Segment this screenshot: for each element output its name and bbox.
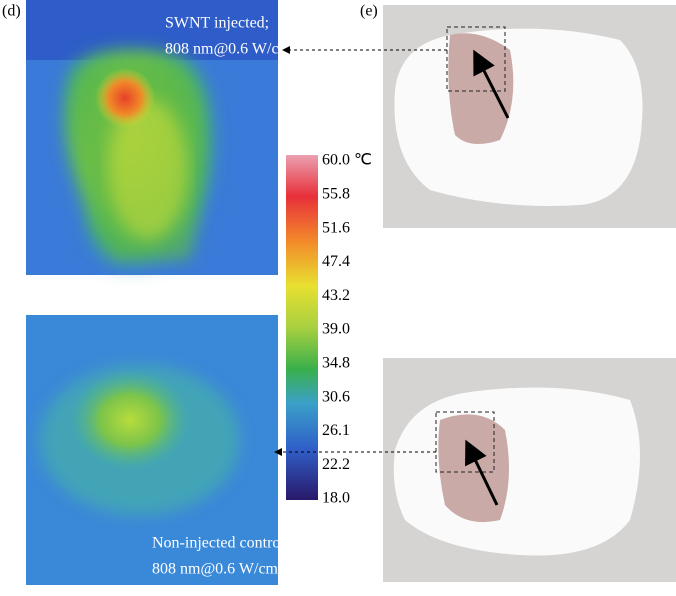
caption: Non-injected control;: [152, 535, 289, 552]
photo-top: [383, 5, 676, 228]
colorbar-tick-label: 30.6: [322, 388, 350, 405]
colorbar-tick-label: 47.4: [322, 253, 350, 270]
colorbar: [286, 155, 318, 500]
colorbar-tick-label: 39.0: [322, 321, 350, 338]
caption: SWNT injected;: [165, 15, 269, 32]
panel-label: (d): [2, 3, 21, 20]
caption: 808 nm@0.6 W/cm²: [165, 41, 296, 58]
photo-bottom: [383, 358, 676, 582]
colorbar-tick-label: 34.8: [322, 354, 350, 371]
thermal-image-bottom: [26, 315, 278, 585]
thermal-image-top: [26, 0, 278, 275]
colorbar-tick-label: 55.8: [322, 185, 350, 202]
colorbar-tick-label: 43.2: [322, 287, 350, 304]
colorbar-tick-label: 18.0: [322, 490, 350, 507]
caption: 808 nm@0.6 W/cm²: [152, 561, 283, 578]
colorbar-tick-label: 51.6: [322, 219, 350, 236]
colorbar-tick-label: 22.2: [322, 456, 350, 473]
colorbar-tick-label: 26.1: [322, 422, 350, 439]
colorbar-tick-label: 60.0 ℃: [322, 152, 372, 169]
panel-label: (e): [360, 3, 378, 20]
